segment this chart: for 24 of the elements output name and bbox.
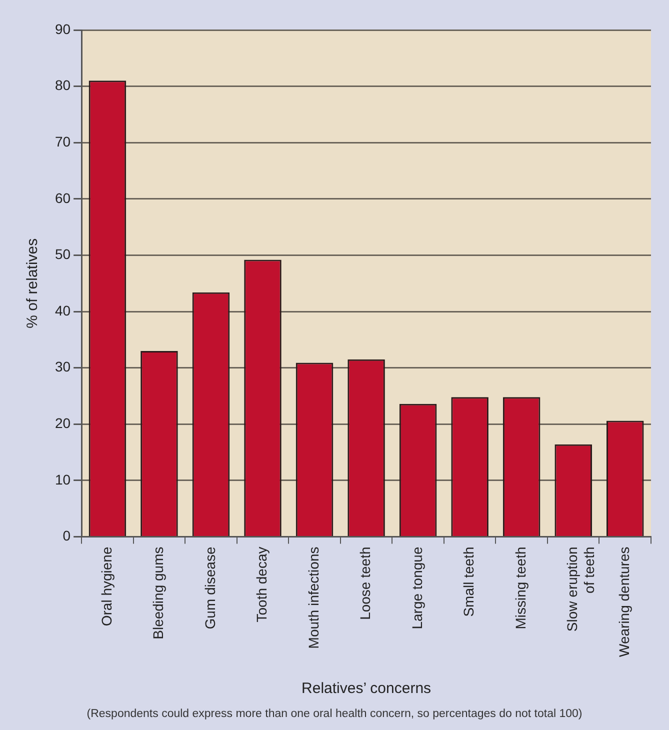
x-tick-label: Tooth decay: [254, 546, 270, 622]
y-tick-label: 70: [54, 133, 71, 150]
y-tick-label: 40: [54, 302, 71, 318]
text: (Respondents could express more than one oral health concern, so percentages do not total 100): [86, 708, 582, 720]
x-tick-label: Mouth infections: [305, 546, 322, 649]
x-tick-label: Gum disease: [202, 546, 218, 630]
y-tick-label: 80: [54, 77, 71, 94]
y-tick-label: 60: [54, 190, 71, 206]
y-tick-label: 50: [54, 246, 71, 262]
y-tick-label: 30: [54, 358, 71, 375]
x-tick-label: Missing teeth: [512, 546, 528, 630]
x-tick-label: Slow eruption of teeth: [564, 546, 598, 632]
y-tick-label: 10: [54, 471, 71, 488]
x-tick-label: Small teeth: [460, 546, 477, 617]
x-tick-label: Oral hygiene: [98, 546, 114, 626]
x-tick-label: Wearing dentures: [616, 546, 632, 657]
x-tick-label: Loose teeth: [357, 546, 374, 620]
x-tick-label: Bleeding gums: [150, 546, 166, 640]
x-axis-title: Relatives’ concerns: [302, 680, 432, 698]
y-axis-title: % of relatives: [24, 238, 42, 328]
y-tick-label: 90: [54, 20, 71, 37]
x-tick-label: Large tongue: [408, 546, 425, 630]
y-tick-label: 0: [62, 528, 71, 544]
y-tick-label: 20: [54, 415, 71, 431]
